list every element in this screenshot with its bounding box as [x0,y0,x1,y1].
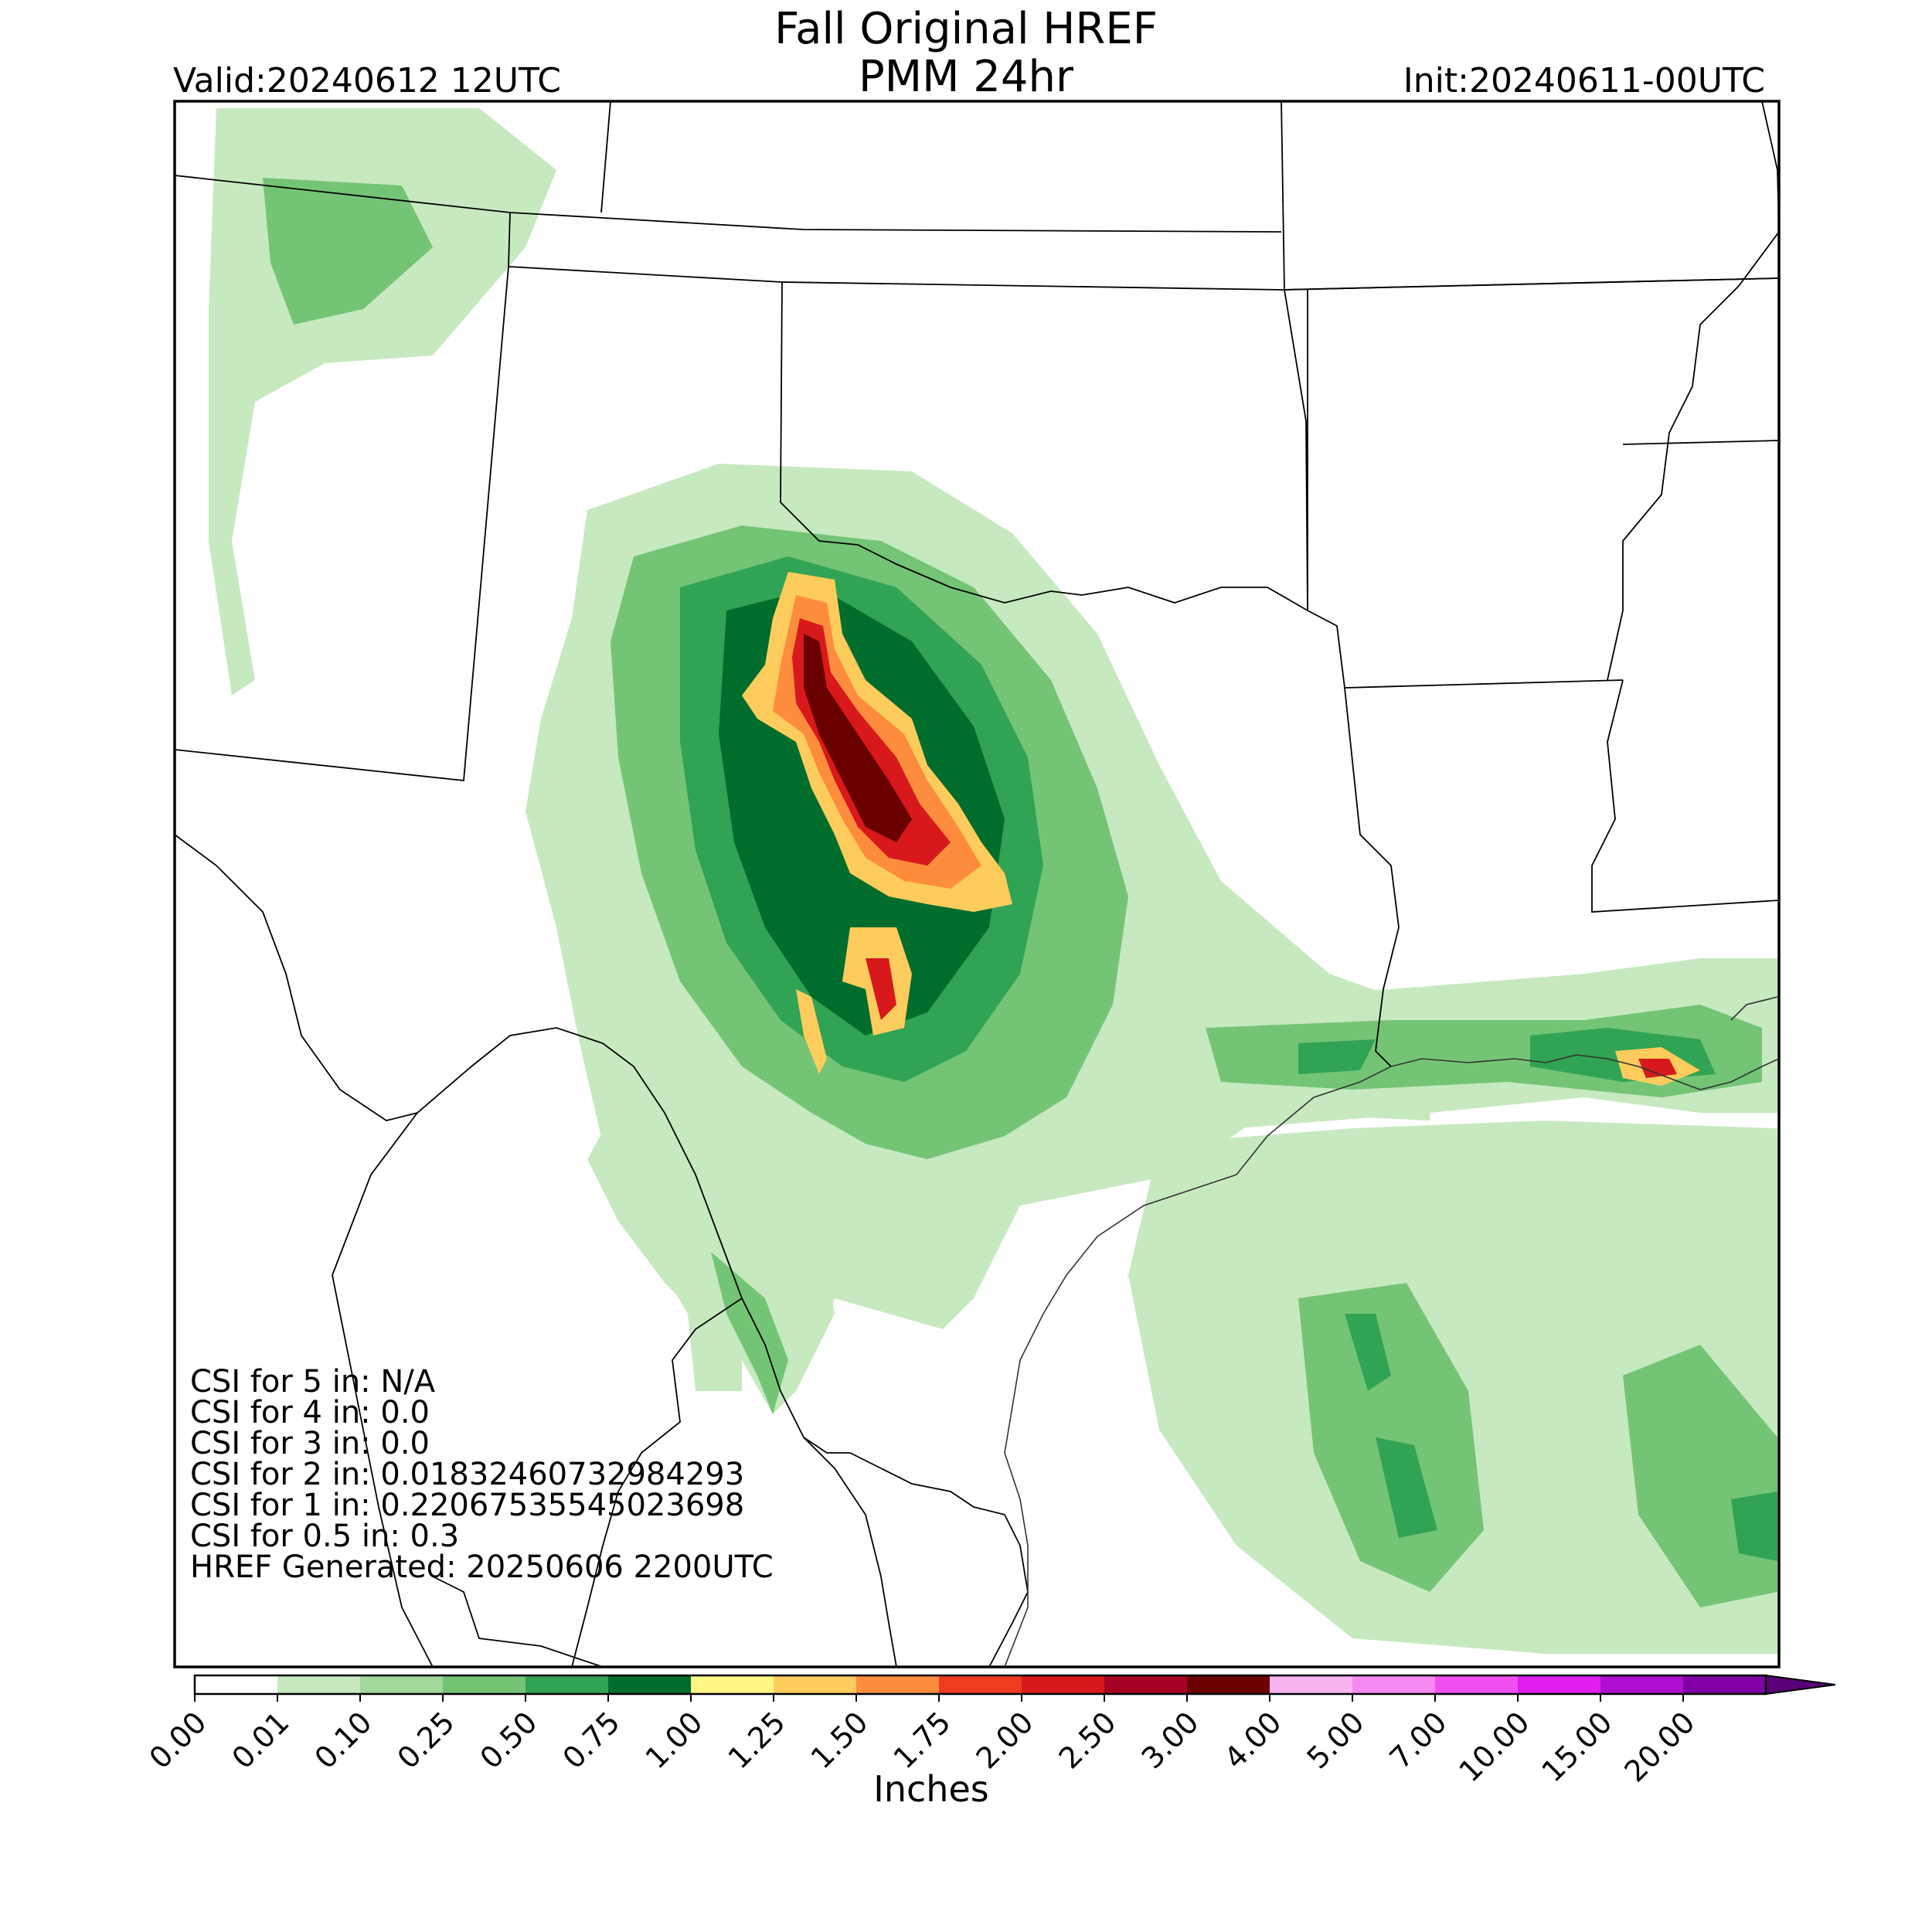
csi-1in: CSI for 1 in: 0.22067535545023698 [190,1488,745,1523]
csi-2in: CSI for 2 in: 0.01832460732984293 [190,1457,745,1492]
boundary-nm-co [508,212,511,267]
colorbar-outline [193,1674,1767,1696]
colorbar-units-label: Inches [873,1768,989,1810]
colorbar-swatch [1518,1675,1600,1694]
csi-3in: CSI for 3 in: 0.0 [190,1426,430,1461]
csi-05in: CSI for 0.5 in: 0.3 [190,1519,460,1554]
precip-field [209,108,1777,1654]
csi-5in: CSI for 5 in: N/A [190,1364,436,1400]
boundary-tx-panhandle [780,281,1345,689]
boundary-rio-grande [175,834,1029,1667]
colorbar-swatch [443,1675,526,1694]
boundary-ms [1591,679,1779,913]
boundaries [175,101,1779,1667]
colorbar-swatch [608,1675,691,1694]
boundary-mexico-nl [803,1437,897,1667]
map-frame [173,100,1781,1668]
plot-title: Fall Original HREF [774,4,1158,54]
boundary-la-tx [1344,687,1400,1067]
precip-heavy-gulf-red [1638,1059,1677,1078]
boundary-ks-ok [508,266,1779,291]
boundary-ar-mo [1284,277,1779,291]
coastline [1004,996,1779,1667]
colorbar-swatch [939,1675,1022,1694]
precip-cell-south-red [866,958,896,1020]
colorbar-swatch [1187,1675,1270,1694]
colorbar-swatch [1435,1675,1518,1694]
boundary-co-ut [600,101,611,213]
boundary-mexico-chihuahua [332,1112,434,1667]
precip-heavy-red [792,618,951,866]
boundary-ar-la [1344,679,1624,689]
plot-subtitle: PMM 24hr [859,52,1073,102]
boundary-tn [1622,440,1779,445]
boundary-mo-ks [1281,101,1308,611]
precip-mid-nw [263,178,433,325]
boundary-mexico-coahuila [571,1298,743,1667]
boundary-nm-tx [175,266,509,781]
boundary-co-ks [175,175,1282,233]
colorbar-swatch [1352,1675,1435,1694]
colorbar-swatch [1022,1675,1104,1694]
colorbar-swatch [195,1675,277,1694]
csi-4in: CSI for 4 in: 0.0 [190,1395,430,1430]
colorbar-swatch [856,1675,939,1694]
colorbar-swatch [774,1675,856,1694]
precip-dark-gulf-band [1298,1028,1716,1082]
init-time: Init:20240611-00UTC [1403,61,1765,100]
precip-cell-sw [796,989,827,1074]
valid-time: Valid:20240612 12UTC [173,61,562,100]
precip-mid-mexico [711,1252,788,1414]
colorbar-swatch [1600,1675,1683,1694]
href-generated: HREF Generated: 20250606 2200UTC [190,1549,774,1585]
colorbar-swatch [1270,1675,1352,1694]
colorbar-swatch [277,1675,360,1694]
colorbar-swatch [1104,1675,1187,1694]
boundary-mississippi-river [1607,101,1779,681]
colorbar-extend-arrow [1765,1674,1836,1696]
colorbar-swatch [360,1675,443,1694]
boundary-mexico-misc [432,1576,604,1667]
precip-heavy-maroon [804,634,912,842]
colorbar [193,1674,1836,1702]
colorbar-swatch [1683,1675,1766,1694]
colorbar-swatch [691,1675,774,1694]
colorbar-swatch [526,1675,608,1694]
